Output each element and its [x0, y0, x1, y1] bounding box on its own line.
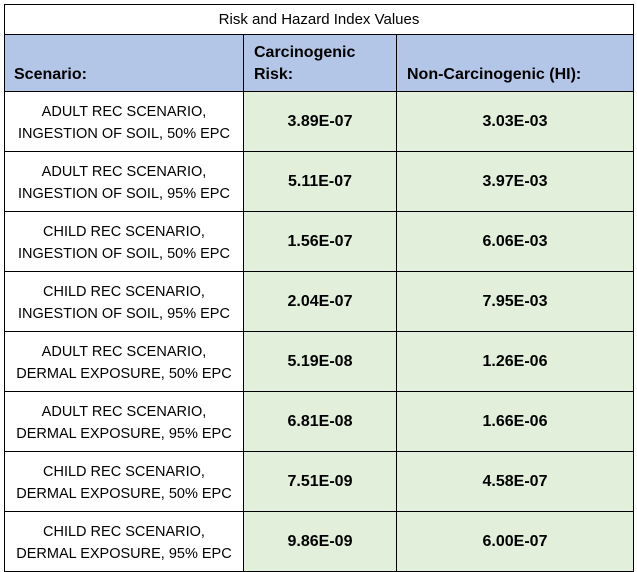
scenario-line1: ADULT REC SCENARIO, [41, 103, 207, 120]
scenario-line2: INGESTION OF SOIL, 95% EPC [18, 185, 230, 202]
scenario-line1: CHILD REC SCENARIO, [43, 283, 205, 300]
scenario-line2: INGESTION OF SOIL, 50% EPC [18, 125, 230, 142]
carcinogenic-risk-value: 3.89E-07 [243, 91, 397, 152]
scenario-line2: DERMAL EXPOSURE, 95% EPC [16, 545, 232, 562]
scenario-cell: ADULT REC SCENARIO, DERMAL EXPOSURE, 95% … [4, 391, 244, 452]
table-title: Risk and Hazard Index Values [3, 4, 635, 35]
header-scenario: Scenario: [4, 34, 244, 92]
non-carcinogenic-hi-value: 6.00E-07 [395, 511, 635, 572]
scenario-line1: CHILD REC SCENARIO, [43, 463, 205, 480]
table-row: CHILD REC SCENARIO, INGESTION OF SOIL, 95… [4, 271, 635, 332]
scenario-line2: DERMAL EXPOSURE, 95% EPC [16, 425, 232, 442]
header-row: Scenario: Carcinogenic Risk: Non-Carcinog… [4, 34, 635, 92]
table-row: CHILD REC SCENARIO, DERMAL EXPOSURE, 95% … [4, 511, 635, 572]
scenario-cell: CHILD REC SCENARIO, INGESTION OF SOIL, 50… [4, 211, 244, 272]
scenario-line1: CHILD REC SCENARIO, [43, 523, 205, 540]
scenario-cell: CHILD REC SCENARIO, INGESTION OF SOIL, 95… [4, 271, 244, 332]
carcinogenic-risk-value: 9.86E-09 [243, 511, 397, 572]
scenario-line2: DERMAL EXPOSURE, 50% EPC [16, 485, 232, 502]
scenario-line1: ADULT REC SCENARIO, [41, 403, 207, 420]
table-row: ADULT REC SCENARIO, INGESTION OF SOIL, 95… [4, 151, 635, 212]
scenario-line2: INGESTION OF SOIL, 95% EPC [18, 305, 230, 322]
scenario-line1: CHILD REC SCENARIO, [43, 223, 205, 240]
scenario-line2: INGESTION OF SOIL, 50% EPC [18, 245, 230, 262]
header-carcinogenic-line2: Risk: [254, 66, 294, 83]
scenario-line1: ADULT REC SCENARIO, [41, 343, 207, 360]
scenario-cell: ADULT REC SCENARIO, INGESTION OF SOIL, 95… [4, 151, 244, 212]
carcinogenic-risk-value: 5.11E-07 [243, 151, 397, 212]
non-carcinogenic-hi-value: 3.03E-03 [395, 91, 635, 152]
table-row: ADULT REC SCENARIO, DERMAL EXPOSURE, 50% … [4, 331, 635, 392]
header-carcinogenic-line1: Carcinogenic [254, 44, 356, 61]
carcinogenic-risk-value: 5.19E-08 [243, 331, 397, 392]
header-non-carcinogenic: Non-Carcinogenic (HI): [395, 34, 635, 92]
table-body: ADULT REC SCENARIO, INGESTION OF SOIL, 50… [4, 91, 635, 572]
scenario-line1: ADULT REC SCENARIO, [41, 163, 207, 180]
scenario-cell: CHILD REC SCENARIO, DERMAL EXPOSURE, 95% … [4, 511, 244, 572]
header-carcinogenic-risk: Carcinogenic Risk: [243, 34, 397, 92]
non-carcinogenic-hi-value: 3.97E-03 [395, 151, 635, 212]
table-row: ADULT REC SCENARIO, DERMAL EXPOSURE, 95% … [4, 391, 635, 452]
scenario-cell: ADULT REC SCENARIO, INGESTION OF SOIL, 50… [4, 91, 244, 152]
non-carcinogenic-hi-value: 7.95E-03 [395, 271, 635, 332]
carcinogenic-risk-value: 2.04E-07 [243, 271, 397, 332]
non-carcinogenic-hi-value: 4.58E-07 [395, 451, 635, 512]
non-carcinogenic-hi-value: 6.06E-03 [395, 211, 635, 272]
scenario-cell: ADULT REC SCENARIO, DERMAL EXPOSURE, 50% … [4, 331, 244, 392]
carcinogenic-risk-value: 7.51E-09 [243, 451, 397, 512]
carcinogenic-risk-value: 1.56E-07 [243, 211, 397, 272]
scenario-cell: CHILD REC SCENARIO, DERMAL EXPOSURE, 50% … [4, 451, 244, 512]
risk-hazard-table: Risk and Hazard Index Values Scenario: C… [3, 4, 635, 572]
title-row: Risk and Hazard Index Values [3, 4, 635, 35]
table-row: ADULT REC SCENARIO, INGESTION OF SOIL, 50… [4, 91, 635, 152]
scenario-line2: DERMAL EXPOSURE, 50% EPC [16, 365, 232, 382]
non-carcinogenic-hi-value: 1.26E-06 [395, 331, 635, 392]
carcinogenic-risk-value: 6.81E-08 [243, 391, 397, 452]
risk-table-container: Risk and Hazard Index Values Scenario: C… [3, 4, 635, 572]
table-row: CHILD REC SCENARIO, DERMAL EXPOSURE, 50% … [4, 451, 635, 512]
table-row: CHILD REC SCENARIO, INGESTION OF SOIL, 50… [4, 211, 635, 272]
non-carcinogenic-hi-value: 1.66E-06 [395, 391, 635, 452]
